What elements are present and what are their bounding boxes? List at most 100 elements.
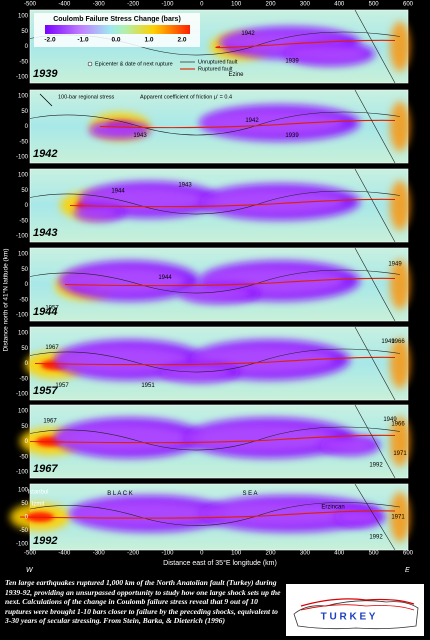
x-tick-label: -200 (127, 2, 140, 8)
y-tick-label: -100 (16, 313, 29, 319)
panel-label: 1967 (45, 345, 59, 351)
stress-shadow-edge (200, 110, 344, 136)
inset-label: T U R K E Y (321, 612, 376, 623)
y-tick-label: -50 (19, 218, 28, 224)
y-tick-label: -100 (16, 392, 29, 398)
fault (354, 9, 396, 84)
y-tick-label: -100 (16, 542, 29, 548)
colorbar (45, 25, 190, 34)
y-tick-label: -50 (19, 139, 28, 145)
unruptured-fault (29, 426, 401, 451)
y-tick-label: 50 (21, 267, 28, 273)
stress-increase (390, 21, 410, 72)
stress-shadow-edge (200, 189, 344, 215)
y-tick-label: -50 (19, 297, 28, 303)
panel: 100 50 0 -50 -100 1992 Istanbul Izmit B L A C K S… (10, 483, 410, 551)
legend-text: Unruptured fault (198, 59, 238, 65)
panel-year: 1992 (33, 535, 57, 547)
panel-year: 1967 (33, 463, 58, 475)
colorbar-tick: 1.0 (144, 37, 153, 44)
y-tick-label: 50 (21, 346, 28, 352)
stress-increase (390, 492, 410, 542)
y-tick-label: -100 (16, 75, 29, 81)
panel-label: 1966 (391, 422, 405, 428)
x-axis-title: Distance east of 35°E longitude (km) (163, 559, 277, 567)
x-tick-label: -100 (161, 551, 174, 557)
panel-label: 1971 (393, 451, 407, 457)
fault (354, 168, 396, 243)
x-tick-label: 500 (369, 551, 380, 557)
x-tick-label: 100 (231, 551, 242, 557)
y-tick-label: -100 (16, 155, 29, 161)
colorbar-tick: 0.0 (111, 37, 120, 44)
legend-text: 100-bar regional stress (58, 94, 115, 100)
y-axis-title: Distance north of 41°N latitude (km) (2, 248, 10, 351)
unruptured-fault (29, 348, 401, 373)
east-label: E (405, 567, 410, 574)
panel-label: 1957 (55, 383, 69, 389)
stress-increase (390, 101, 410, 152)
y-tick-label: 50 (21, 424, 28, 430)
x-tick-label: -400 (58, 2, 71, 8)
x-tick-label: 600 (403, 2, 414, 8)
colorbar-tick: -2.0 (44, 37, 56, 44)
panel: 100 50 0 -50 -100 1942 1943 1942 1939 (16, 89, 410, 164)
panel-year: 1939 (33, 68, 58, 80)
ruptured-fault (19, 510, 396, 519)
panel-label: 1939 (285, 59, 299, 65)
x-tick-label: 200 (266, 2, 277, 8)
panel: 100 50 0 -50 -100 1939 1942 Ezine 1939 (16, 9, 410, 84)
stress-increase (390, 259, 410, 310)
epicenter-symbol (87, 61, 93, 67)
x-tick-label: -300 (93, 551, 106, 557)
panel-label: 1971 (391, 515, 405, 521)
panel-year: 1942 (33, 148, 57, 160)
colorbar-tick: -1.0 (77, 37, 89, 44)
stress-shadow-edge (320, 438, 374, 453)
x-tick-label: -300 (93, 2, 106, 8)
x-tick-label: -100 (161, 2, 174, 8)
y-tick-label: 100 (18, 173, 29, 179)
panels: Distance north of 41°N latitude (km) Dis… (2, 2, 414, 574)
stress-shadow-edge (200, 501, 362, 527)
x-tick-label: -400 (58, 551, 71, 557)
inset-fault (300, 598, 415, 607)
panel-year: 1957 (33, 385, 58, 397)
y-tick-label: 0 (25, 124, 29, 130)
stress-shadow-edge (55, 423, 190, 452)
y-tick-label: 0 (25, 282, 29, 288)
x-tick-label: -200 (127, 551, 140, 557)
x-tick-label: 200 (266, 551, 277, 557)
x-tick-label: 300 (300, 2, 311, 8)
y-tick-label: 100 (18, 409, 29, 415)
west-label: W (26, 567, 34, 574)
panel-year: 1944 (33, 306, 57, 318)
stress-shadow-edge (185, 423, 338, 452)
y-tick-label: 100 (18, 252, 29, 258)
y-tick-label: -100 (16, 470, 29, 476)
y-tick-label: 0 (25, 44, 29, 50)
caption: Ten large earthquakes ruptured 1,000 km … (5, 578, 281, 626)
unruptured-fault (29, 502, 401, 526)
stress-shadow-edge (285, 45, 366, 63)
fault (354, 89, 396, 164)
panel-label: 1957 (45, 305, 59, 311)
stress-shadow-edge (60, 266, 186, 295)
panel-label: 1949 (381, 339, 395, 345)
x-tick-label: 100 (231, 2, 242, 8)
colorbar-title: Coulomb Failure Stress Change (bars) (53, 16, 181, 23)
panel-label: 1949 (388, 262, 402, 268)
y-tick-label: 0 (25, 515, 29, 521)
y-tick-label: 0 (25, 361, 29, 367)
ruptured-fault (29, 434, 396, 444)
fault (354, 483, 396, 551)
y-tick-label: -100 (16, 234, 29, 240)
y-tick-label: 100 (18, 14, 29, 20)
panel-label: 1943 (178, 183, 192, 189)
y-tick-label: 50 (21, 109, 28, 115)
stress-increase (390, 180, 410, 231)
y-tick-label: 50 (21, 188, 28, 194)
y-tick-label: -50 (19, 454, 28, 460)
